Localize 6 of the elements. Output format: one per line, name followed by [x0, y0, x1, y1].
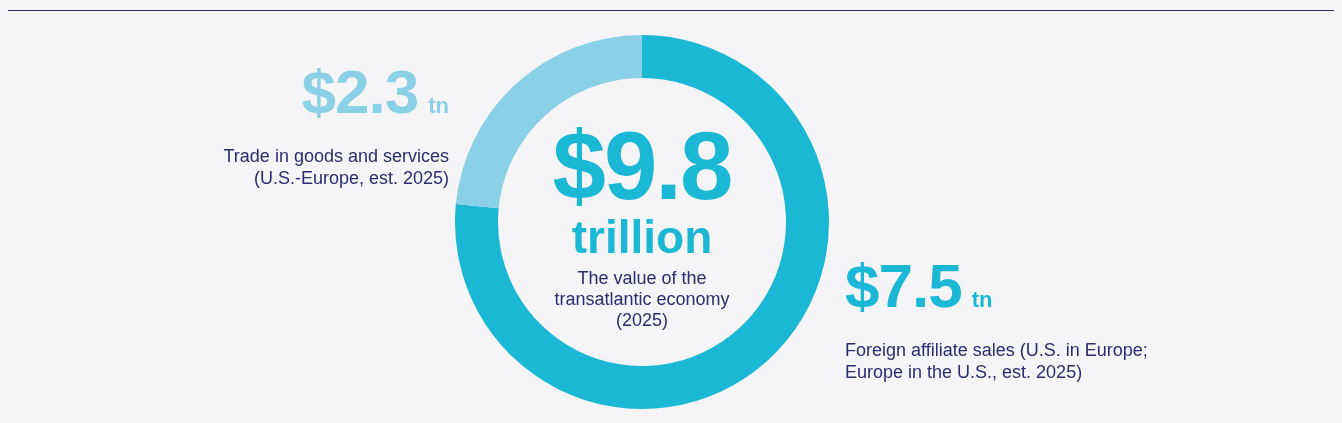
data-label: $2.3 tn — [300, 57, 449, 129]
text: $9.8 trillion — [551, 112, 733, 263]
slice-label: Trade in goods and services (U.S.-Europe, est. 2025) — [222, 145, 449, 190]
data-label: $7.5 tn — [845, 250, 994, 322]
slice-label: Foreign affiliate sales (U.S. in Europe; Europe in the U.S., est. 2025) — [845, 338, 1149, 383]
text: The value of the transatlantic economy (2025) — [553, 268, 731, 331]
